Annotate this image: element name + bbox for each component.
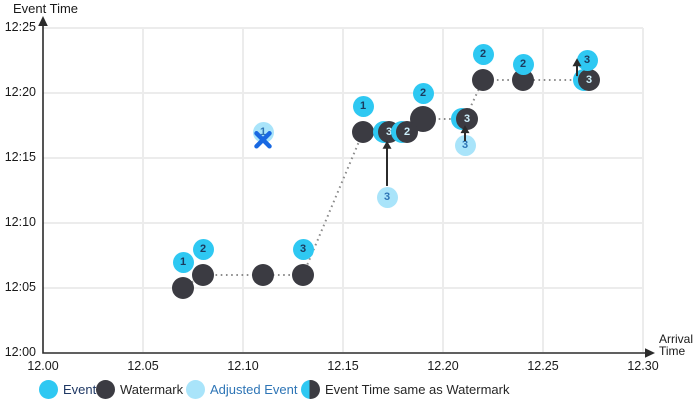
legend-item-watermark: Watermark (96, 378, 183, 400)
event-icon (39, 379, 58, 399)
y-axis-arrow-icon (38, 16, 48, 26)
x-tick-label: 12.05 (127, 359, 159, 373)
x-tick-label: 12.20 (427, 359, 459, 373)
legend-item-same-as-watermark: Event Time same as Watermark (301, 378, 509, 400)
x-tick-label: 12.15 (327, 359, 359, 373)
legend: Event Watermark Adjusted Event Event Tim… (0, 378, 696, 402)
dropped-event-x-icon (254, 131, 272, 149)
legend-label-adjusted-event: Adjusted Event (210, 381, 298, 397)
adjustment-arrow-head-icon (460, 125, 470, 134)
x-tick-label: 12.30 (627, 359, 659, 373)
adjustment-arrow-head-icon (572, 58, 582, 67)
y-tick-label: 12:05 (4, 280, 36, 294)
axis-lines (42, 24, 649, 354)
x-axis-title-line1: Arrival (659, 332, 694, 346)
x-tick-label: 12.25 (527, 359, 559, 373)
y-axis-title: Event Time (13, 1, 79, 16)
y-tick-label: 12:25 (4, 20, 36, 34)
legend-label-same-as-watermark: Event Time same as Watermark (325, 381, 510, 397)
y-tick-label: 12:10 (4, 215, 36, 229)
watermark-icon (96, 379, 115, 399)
legend-label-event: Event (63, 381, 97, 397)
x-tick-label: 12.10 (227, 359, 259, 373)
legend-item-adjusted-event: Adjusted Event (186, 378, 297, 400)
legend-item-event: Event (39, 378, 96, 400)
adjustment-arrow-head-icon (382, 140, 392, 149)
y-tick-label: 12:00 (4, 345, 36, 359)
x-axis-title-line2: Time (659, 344, 686, 358)
y-tick-label: 12:20 (4, 85, 36, 99)
x-tick-label: 12.00 (27, 359, 59, 373)
legend-label-watermark: Watermark (120, 381, 184, 397)
event-time-same-as-watermark-icon (301, 379, 320, 399)
adjusted-event-icon (186, 379, 205, 399)
y-tick-label: 12:15 (4, 150, 36, 164)
x-axis-arrow-icon (645, 348, 655, 358)
x-axis-title: Arrival Time (659, 333, 693, 357)
